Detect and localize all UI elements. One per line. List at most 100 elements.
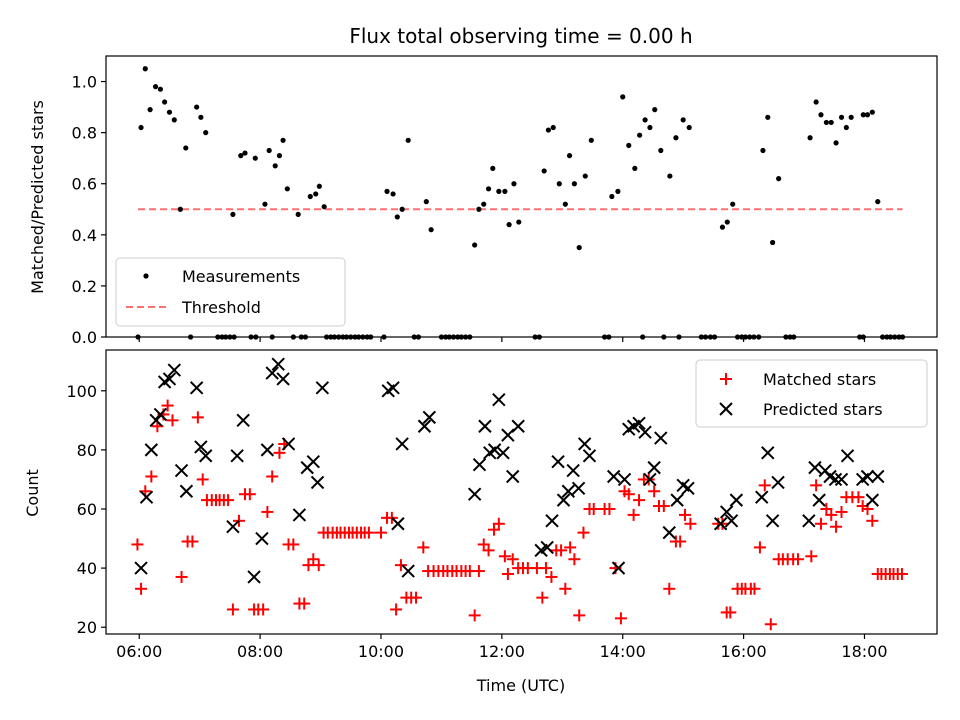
chart-title: Flux total observing time = 0.00 h — [349, 24, 692, 48]
measurement-point — [823, 119, 830, 126]
measurement-point — [615, 188, 621, 194]
measurement-point — [496, 188, 502, 194]
x-tick-label: 14:00 — [600, 642, 646, 661]
predicted-star-point — [153, 407, 168, 422]
predicted-star-point — [662, 525, 676, 540]
matched-star-point — [764, 618, 777, 631]
predicted-star-point — [236, 413, 250, 428]
matched-star-point — [410, 591, 423, 604]
measurement-point — [776, 176, 782, 182]
predicted-star-point — [255, 531, 269, 546]
measurement-point — [658, 147, 664, 154]
predicted-star-point — [315, 381, 330, 395]
measurement-point — [869, 109, 875, 115]
predicted-star-point — [199, 449, 213, 463]
matched-star-point — [663, 582, 676, 595]
y-tick-label: 0.6 — [72, 175, 97, 194]
predicted-star-point — [247, 570, 261, 584]
measurement-point — [472, 242, 478, 248]
matched-star-point — [814, 517, 827, 530]
measurement-point — [313, 191, 319, 197]
matched-star-point — [545, 570, 558, 583]
bottom-panel: Count Time (UTC) 20 40 60 80 100 06:00 08:00 1… — [23, 349, 938, 695]
measurement-point — [642, 117, 648, 123]
predicted-star-point — [271, 357, 285, 371]
legend-matched-label: Matched stars — [763, 370, 876, 389]
predicted-star-point — [492, 392, 506, 407]
matched-star-point — [261, 505, 274, 518]
predicted-star-point — [139, 490, 154, 504]
measurement-point — [680, 117, 686, 123]
measurement-point — [828, 119, 834, 126]
matched-star-point — [539, 562, 552, 575]
predicted-star-point — [395, 437, 409, 451]
predicted-star-point — [729, 493, 744, 507]
measurement-point — [476, 206, 482, 212]
legend-measurements-marker — [143, 273, 149, 279]
measurement-point — [238, 153, 244, 159]
matched-star-point — [895, 568, 908, 581]
bottom-plot-area — [131, 357, 908, 631]
matched-star-point — [866, 514, 879, 527]
y-tick-label: 20 — [77, 618, 97, 637]
predicted-star-point — [840, 449, 855, 463]
predicted-star-point — [162, 372, 177, 386]
measurement-point — [724, 219, 730, 225]
predicted-star-point — [478, 419, 492, 433]
measurement-point — [807, 135, 813, 141]
measurement-point — [230, 211, 236, 217]
measurement-point — [242, 150, 248, 156]
predicted-star-point — [189, 381, 204, 395]
measurement-point — [647, 124, 653, 131]
measurement-point — [838, 114, 845, 120]
measurement-point — [588, 137, 594, 143]
legend-predicted-marker — [719, 402, 733, 416]
predicted-star-point — [606, 469, 621, 484]
matched-star-point — [226, 603, 239, 616]
predicted-star-point — [654, 431, 668, 445]
measurement-point — [875, 199, 881, 205]
predicted-star-point — [386, 381, 400, 395]
matched-star-point — [257, 603, 270, 616]
y-tick-label: 0.8 — [72, 124, 97, 143]
matched-star-point — [506, 553, 519, 566]
bottom-axes-frame — [105, 349, 938, 635]
top-legend: Measurements Threshold — [115, 257, 346, 327]
matched-star-point — [196, 473, 209, 486]
matched-star-point — [716, 517, 729, 530]
measurement-point — [545, 127, 551, 133]
measurement-point — [673, 135, 679, 141]
measurement-point — [147, 107, 153, 113]
predicted-star-point — [506, 469, 520, 484]
predicted-star-point — [611, 561, 626, 575]
measurement-point — [171, 117, 177, 123]
predicted-star-point — [511, 419, 525, 433]
matched-star-point — [564, 541, 577, 554]
measurement-point — [284, 186, 290, 192]
matched-star-point — [166, 414, 179, 427]
measurement-point — [864, 112, 871, 118]
predicted-star-point — [865, 493, 880, 507]
measurement-point — [541, 168, 547, 174]
matched-star-point — [603, 502, 616, 515]
measurement-point — [562, 201, 568, 207]
measurement-point — [390, 191, 396, 197]
predicted-star-point — [670, 493, 684, 507]
matched-star-point — [273, 446, 286, 459]
predicted-star-point — [860, 469, 875, 484]
predicted-star-point — [566, 463, 580, 478]
matched-star-point — [577, 526, 590, 539]
measurement-point — [166, 109, 173, 115]
measurement-point — [765, 114, 771, 120]
measurement-point — [506, 222, 512, 228]
matched-star-point — [501, 568, 514, 581]
predicted-star-point — [632, 416, 646, 430]
measurement-point — [637, 132, 643, 138]
predicted-star-point — [724, 514, 739, 528]
predicted-star-point — [265, 366, 279, 380]
top-y-ticks: 0.0 0.2 0.4 0.6 0.8 1.0 — [72, 73, 106, 347]
matched-star-point — [287, 538, 300, 551]
predicted-star-point — [179, 484, 194, 498]
matched-star-point — [222, 494, 235, 507]
